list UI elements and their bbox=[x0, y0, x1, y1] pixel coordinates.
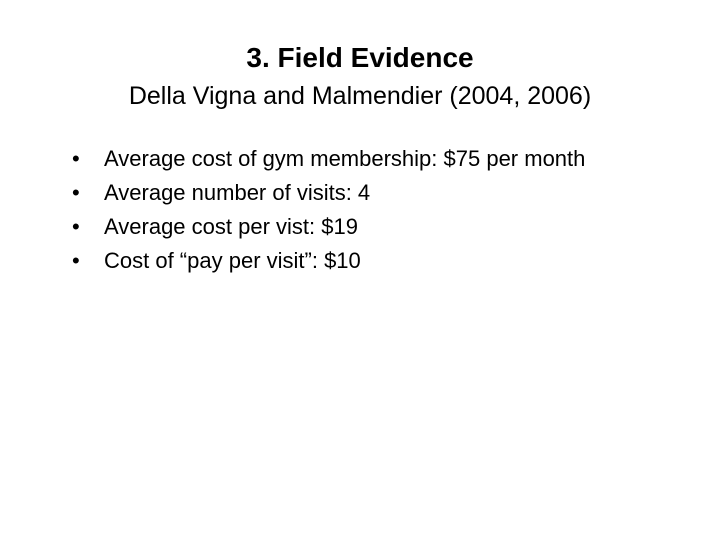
bullet-icon: • bbox=[72, 213, 104, 241]
bullet-icon: • bbox=[72, 145, 104, 173]
slide-title: 3. Field Evidence bbox=[0, 42, 720, 74]
list-item: • Cost of “pay per visit”: $10 bbox=[72, 247, 720, 275]
bullet-icon: • bbox=[72, 179, 104, 207]
slide-subtitle: Della Vigna and Malmendier (2004, 2006) bbox=[0, 82, 720, 111]
bullet-list: • Average cost of gym membership: $75 pe… bbox=[0, 145, 720, 275]
bullet-text: Average cost of gym membership: $75 per … bbox=[104, 145, 585, 173]
list-item: • Average number of visits: 4 bbox=[72, 179, 720, 207]
bullet-text: Cost of “pay per visit”: $10 bbox=[104, 247, 361, 275]
list-item: • Average cost per vist: $19 bbox=[72, 213, 720, 241]
list-item: • Average cost of gym membership: $75 pe… bbox=[72, 145, 720, 173]
bullet-icon: • bbox=[72, 247, 104, 275]
bullet-text: Average cost per vist: $19 bbox=[104, 213, 358, 241]
bullet-text: Average number of visits: 4 bbox=[104, 179, 370, 207]
